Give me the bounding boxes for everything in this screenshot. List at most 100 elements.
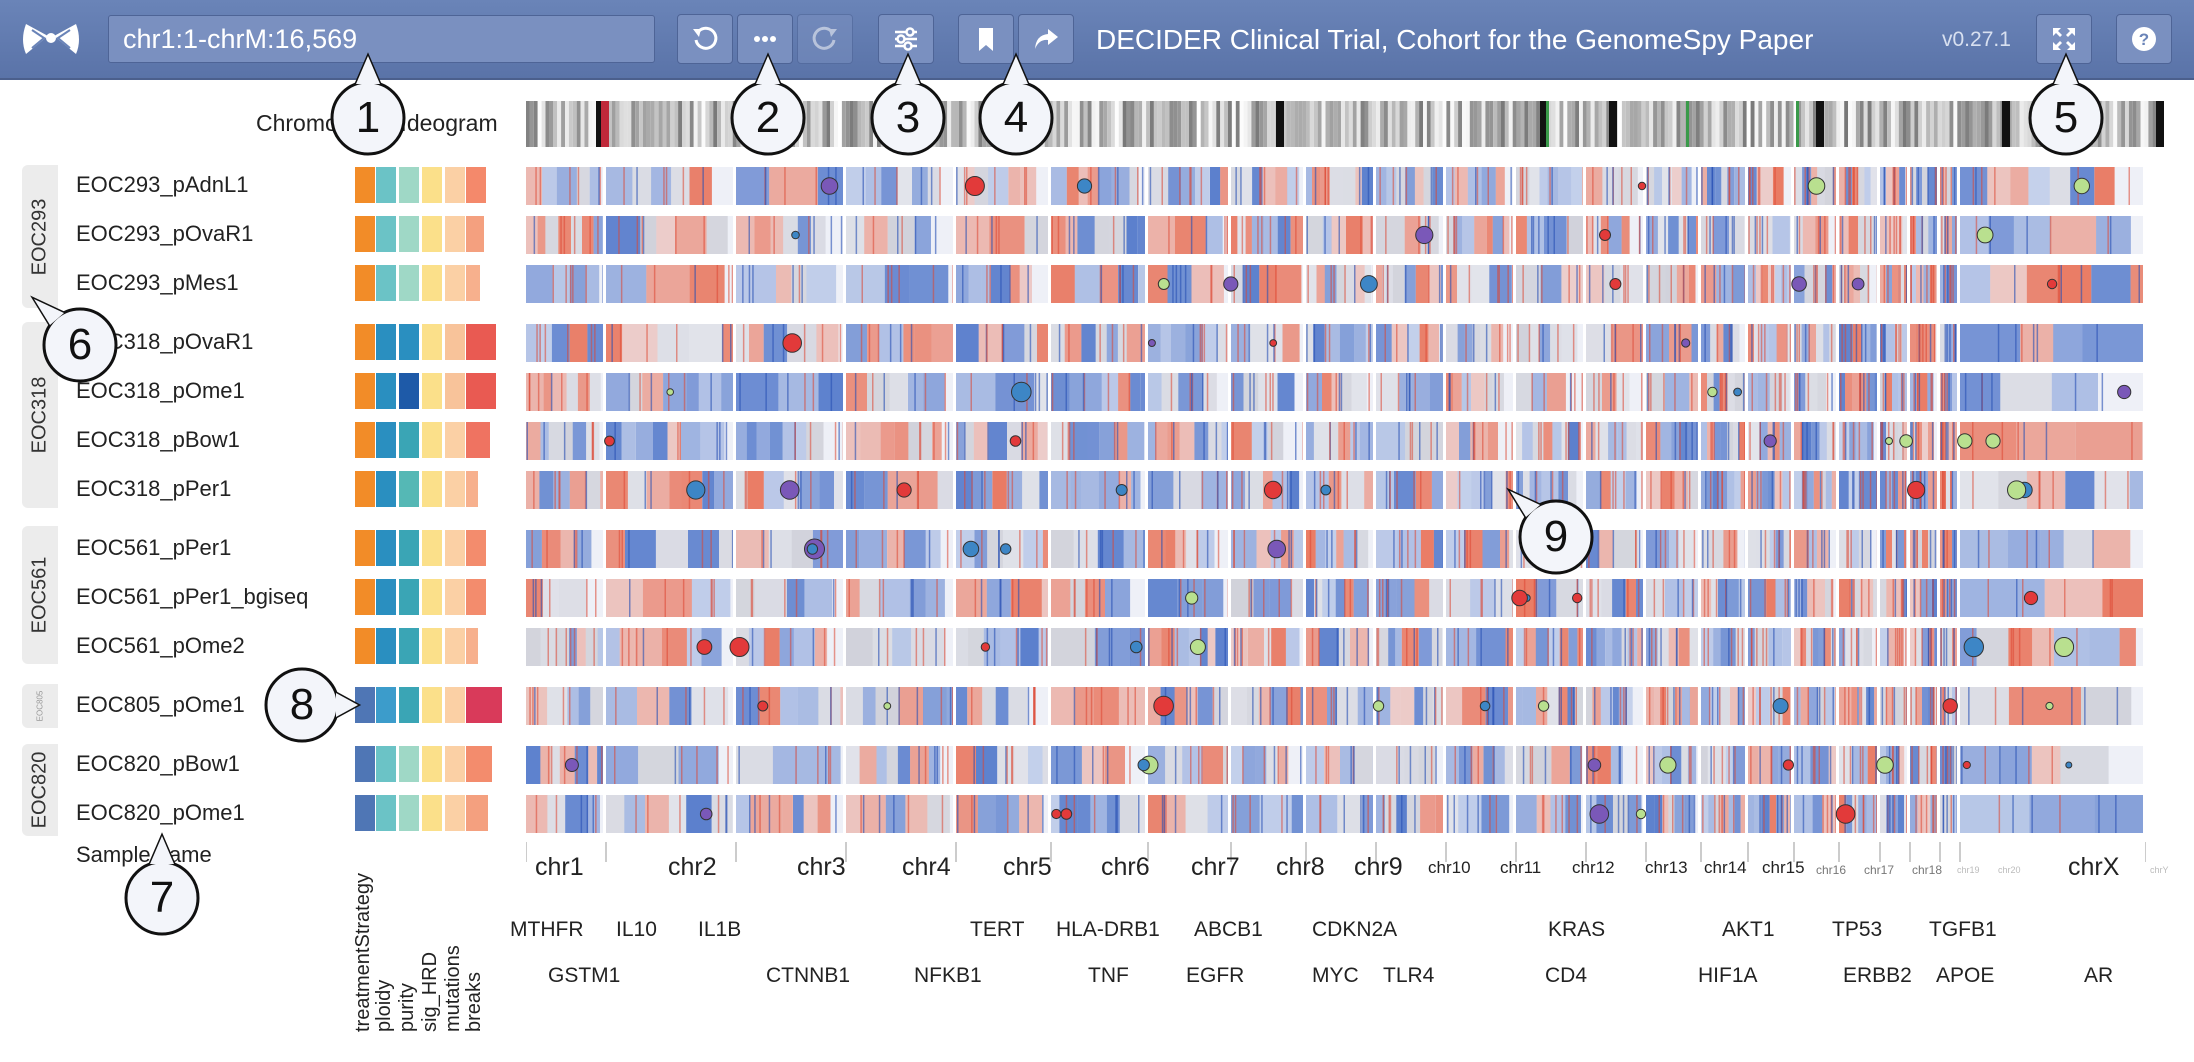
copy-number-track[interactable] [526,795,2146,833]
attribute-cell-treatmentstrategy[interactable] [355,373,375,409]
attribute-cell-ploidy[interactable] [376,216,396,252]
attribute-cell-ploidy[interactable] [376,167,396,203]
attribute-cell-mutations[interactable] [445,216,465,252]
chromosome-label[interactable]: chr15 [1762,858,1805,877]
attribute-cell-mutations[interactable] [445,167,465,203]
redo-button[interactable] [797,14,853,64]
attribute-cell-purity[interactable] [399,530,419,566]
attribute-cell-purity[interactable] [399,373,419,409]
gene-label[interactable]: AKT1 [1722,918,1775,941]
attribute-cell-sig_hrd[interactable] [422,422,442,458]
attribute-cell-ploidy[interactable] [376,265,396,301]
sample-label[interactable]: EOC820_pBow1 [76,751,240,776]
attribute-cell-purity[interactable] [399,795,419,831]
gene-label[interactable]: CTNNB1 [766,964,851,987]
chromosome-label[interactable]: chr8 [1276,853,1325,881]
attribute-cell-treatmentstrategy[interactable] [355,579,375,615]
attribute-cell-treatmentstrategy[interactable] [355,265,375,301]
chromosome-label[interactable]: chr6 [1101,853,1150,881]
attribute-cell-ploidy[interactable] [376,530,396,566]
attribute-cell-sig_hrd[interactable] [422,324,442,360]
group-tab-eoc561[interactable]: EOC561 [22,526,58,664]
help-button[interactable]: ? [2116,14,2172,64]
gene-label[interactable]: HIF1A [1698,964,1758,987]
chromosome-label[interactable]: chr19 [1957,865,1980,875]
attribute-cell-mutations[interactable] [445,628,465,664]
gene-label[interactable]: AR [2084,964,2114,987]
attribute-cell-mutations[interactable] [445,746,465,782]
gene-label[interactable]: ABCB1 [1194,918,1263,941]
gene-label[interactable]: ERBB2 [1843,964,1912,987]
copy-number-track[interactable] [526,167,2146,205]
chromosome-label[interactable]: chr11 [1500,858,1542,877]
attribute-cell-ploidy[interactable] [376,373,396,409]
sample-label[interactable]: EOC805_pOme1 [76,692,245,717]
attribute-cell-treatmentstrategy[interactable] [355,687,375,723]
attribute-cell-breaks[interactable] [466,167,486,203]
fullscreen-button[interactable] [2036,14,2092,64]
attribute-cell-sig_hrd[interactable] [422,530,442,566]
gene-label[interactable]: TLR4 [1383,964,1435,987]
chromosome-label[interactable]: chr3 [797,853,846,881]
attribute-cell-breaks[interactable] [466,324,496,360]
location-search-input[interactable]: chr1:1-chrM:16,569 [108,15,655,63]
attribute-cell-mutations[interactable] [445,471,465,507]
gene-label[interactable]: TP53 [1832,918,1883,941]
attribute-cell-breaks[interactable] [466,265,480,301]
gene-label[interactable]: MYC [1312,964,1359,987]
chromosome-label[interactable]: chrX [2068,853,2120,881]
copy-number-track[interactable] [526,746,2146,784]
attribute-header-ploidy[interactable]: ploidy [373,842,398,1032]
attribute-cell-breaks[interactable] [466,216,484,252]
attribute-cell-sig_hrd[interactable] [422,687,442,723]
attribute-cell-purity[interactable] [399,579,419,615]
attribute-cell-mutations[interactable] [445,422,465,458]
gene-label[interactable]: TNF [1088,964,1129,987]
chromosome-label[interactable]: chr18 [1912,863,1943,877]
attribute-cell-ploidy[interactable] [376,579,396,615]
bookmark-button[interactable] [958,14,1014,64]
gene-label[interactable]: NFKB1 [914,964,982,987]
chromosome-label[interactable]: chr4 [902,853,951,881]
attribute-header-sig_hrd[interactable]: sig_HRD [419,842,444,1032]
attribute-cell-mutations[interactable] [445,579,465,615]
attribute-cell-ploidy[interactable] [376,628,396,664]
sample-label[interactable]: EOC318_pBow1 [76,427,240,452]
attribute-cell-ploidy[interactable] [376,687,396,723]
attribute-cell-ploidy[interactable] [376,422,396,458]
attribute-cell-purity[interactable] [399,687,419,723]
attribute-cell-purity[interactable] [399,265,419,301]
group-tab-eoc820[interactable]: EOC820 [22,744,58,836]
group-tab-eoc805[interactable]: EOC805 [22,684,58,728]
attribute-cell-breaks[interactable] [466,471,478,507]
gene-label[interactable]: APOE [1936,964,1995,987]
attribute-cell-treatmentstrategy[interactable] [355,746,375,782]
copy-number-track[interactable] [526,471,2146,509]
attribute-cell-breaks[interactable] [466,795,488,831]
chromosome-label[interactable]: chr20 [1998,865,2021,875]
chromosome-label[interactable]: chr5 [1003,853,1052,881]
sample-label[interactable]: EOC318_pOme1 [76,378,245,403]
attribute-cell-breaks[interactable] [466,579,486,615]
attribute-cell-mutations[interactable] [445,324,465,360]
attribute-cell-mutations[interactable] [445,687,465,723]
attribute-cell-mutations[interactable] [445,373,465,409]
attribute-cell-sig_hrd[interactable] [422,265,442,301]
gene-label[interactable]: CDKN2A [1312,918,1398,941]
chromosome-label[interactable]: chr2 [668,853,717,881]
attribute-cell-breaks[interactable] [466,373,496,409]
attribute-cell-purity[interactable] [399,628,419,664]
gene-label[interactable]: CD4 [1545,964,1588,987]
sample-label[interactable]: EOC561_pPer1 [76,535,232,560]
chromosome-label[interactable]: chr10 [1428,858,1471,877]
sample-label[interactable]: EOC820_pOme1 [76,800,245,825]
attribute-cell-ploidy[interactable] [376,471,396,507]
gene-label[interactable]: GSTM1 [548,964,621,987]
attribute-cell-sig_hrd[interactable] [422,471,442,507]
gene-label[interactable]: IL10 [616,918,657,941]
gene-label[interactable]: MTHFR [510,918,584,941]
attribute-cell-treatmentstrategy[interactable] [355,216,375,252]
attribute-cell-treatmentstrategy[interactable] [355,471,375,507]
gene-label[interactable]: KRAS [1548,918,1606,941]
undo-button[interactable] [677,14,733,64]
